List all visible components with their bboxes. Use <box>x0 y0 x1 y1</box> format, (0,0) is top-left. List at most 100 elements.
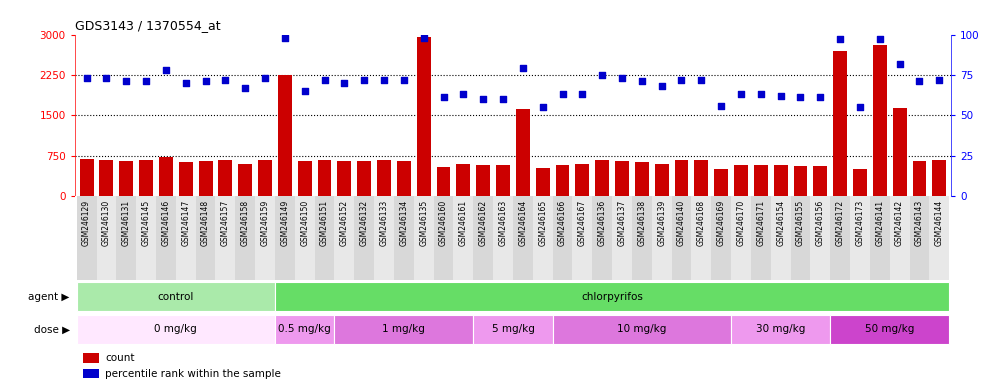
Bar <box>671 196 691 280</box>
Text: GSM246170: GSM246170 <box>736 200 745 246</box>
Text: GSM246150: GSM246150 <box>300 200 309 246</box>
Bar <box>215 196 235 280</box>
Bar <box>117 196 136 280</box>
Bar <box>298 161 312 196</box>
Text: GSM246129: GSM246129 <box>82 200 91 246</box>
Text: GSM246131: GSM246131 <box>122 200 130 246</box>
Bar <box>694 161 708 196</box>
Bar <box>889 196 909 280</box>
Point <box>555 91 571 97</box>
Bar <box>315 196 335 280</box>
Point <box>138 78 154 84</box>
Bar <box>473 314 553 344</box>
Bar <box>576 164 590 196</box>
Point <box>653 83 669 89</box>
Point <box>237 85 253 91</box>
Text: chlorpyrifos: chlorpyrifos <box>581 291 643 302</box>
Bar <box>394 196 413 280</box>
Point <box>337 80 353 86</box>
Bar <box>295 196 315 280</box>
Bar <box>533 196 553 280</box>
Bar <box>771 196 791 280</box>
Bar <box>731 314 831 344</box>
Point <box>673 77 689 83</box>
Point <box>753 91 769 97</box>
Bar <box>84 353 100 363</box>
Text: GSM246172: GSM246172 <box>836 200 845 246</box>
Text: GSM246157: GSM246157 <box>221 200 230 246</box>
Point <box>872 36 887 43</box>
Bar <box>218 161 232 196</box>
Bar <box>674 161 688 196</box>
Text: GSM246145: GSM246145 <box>141 200 150 246</box>
Text: GSM246135: GSM246135 <box>419 200 428 246</box>
Text: GSM246142: GSM246142 <box>895 200 904 246</box>
Bar <box>374 196 394 280</box>
Text: agent ▶: agent ▶ <box>28 291 70 302</box>
Bar <box>139 161 153 196</box>
Bar <box>335 314 473 344</box>
Text: GSM246140: GSM246140 <box>677 200 686 246</box>
Text: GSM246151: GSM246151 <box>320 200 329 246</box>
Text: GSM246149: GSM246149 <box>281 200 290 246</box>
Text: GSM246137: GSM246137 <box>618 200 626 246</box>
Bar <box>436 167 450 196</box>
Bar <box>850 196 870 280</box>
Bar <box>593 196 613 280</box>
Bar <box>238 164 252 196</box>
Text: GSM246165: GSM246165 <box>538 200 547 246</box>
Text: GSM246134: GSM246134 <box>399 200 408 246</box>
Text: 0 mg/kg: 0 mg/kg <box>154 324 197 334</box>
Bar <box>97 196 117 280</box>
Bar <box>831 314 949 344</box>
Text: GSM246141: GSM246141 <box>875 200 884 246</box>
Bar <box>814 166 828 196</box>
Bar <box>651 196 671 280</box>
Bar <box>912 161 926 196</box>
Text: 1 mg/kg: 1 mg/kg <box>382 324 425 334</box>
Bar <box>751 196 771 280</box>
Bar <box>156 196 176 280</box>
Bar <box>453 196 473 280</box>
Text: GSM246163: GSM246163 <box>499 200 508 246</box>
Point <box>277 35 293 41</box>
Point <box>297 88 313 94</box>
Text: GSM246162: GSM246162 <box>479 200 488 246</box>
Text: GSM246136: GSM246136 <box>598 200 607 246</box>
Text: GSM246130: GSM246130 <box>102 200 111 246</box>
Bar <box>870 196 889 280</box>
Text: GSM246171: GSM246171 <box>756 200 765 246</box>
Bar <box>553 196 573 280</box>
Point <box>395 77 411 83</box>
Point <box>435 94 451 101</box>
Point <box>813 94 829 101</box>
Bar <box>654 164 668 196</box>
Bar <box>496 165 510 196</box>
Text: 30 mg/kg: 30 mg/kg <box>756 324 806 334</box>
Text: GSM246160: GSM246160 <box>439 200 448 246</box>
Bar <box>275 314 335 344</box>
Text: GSM246147: GSM246147 <box>181 200 190 246</box>
Bar <box>198 161 212 196</box>
Text: 0.5 mg/kg: 0.5 mg/kg <box>278 324 331 334</box>
Text: GDS3143 / 1370554_at: GDS3143 / 1370554_at <box>75 19 220 32</box>
Text: count: count <box>106 353 134 363</box>
Point <box>376 77 392 83</box>
Text: GSM246173: GSM246173 <box>856 200 865 246</box>
Text: GSM246148: GSM246148 <box>201 200 210 246</box>
Bar <box>77 196 97 280</box>
Text: GSM246146: GSM246146 <box>161 200 170 246</box>
Text: 5 mg/kg: 5 mg/kg <box>491 324 535 334</box>
Point <box>515 65 531 71</box>
Bar <box>278 75 292 196</box>
Point <box>713 103 729 109</box>
Text: dose ▶: dose ▶ <box>34 324 70 334</box>
Bar <box>476 165 490 196</box>
Bar <box>596 160 610 196</box>
Bar <box>631 196 651 280</box>
Point <box>158 67 174 73</box>
Point <box>773 93 789 99</box>
Point <box>495 96 511 102</box>
Bar <box>136 196 156 280</box>
Bar <box>634 162 648 196</box>
